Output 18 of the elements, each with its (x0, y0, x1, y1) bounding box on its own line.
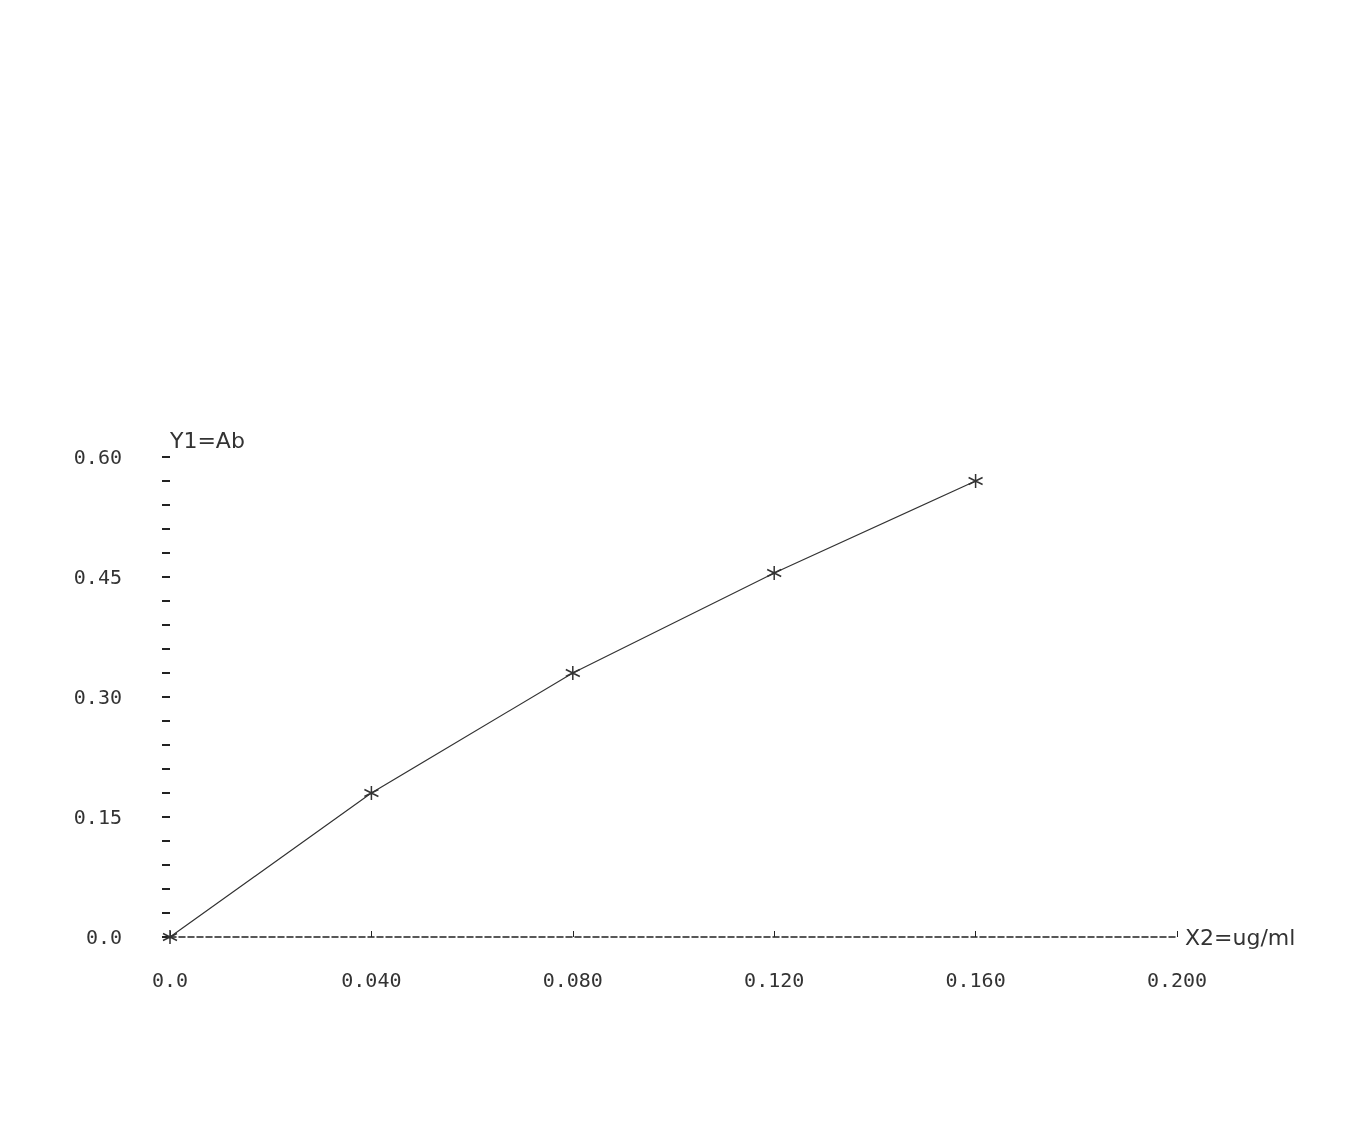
y-axis-title: Y1=Ab (169, 427, 245, 453)
x-axis-title: X2=ug/ml (1185, 924, 1296, 950)
point (565, 665, 581, 681)
x-tick-label: 0.160 (945, 968, 1006, 992)
y-tick-label: 0.45 (73, 565, 122, 589)
point (967, 473, 984, 489)
x-tick-label: 0.120 (744, 968, 805, 992)
y-tick-label: 0.30 (73, 685, 122, 709)
point (363, 785, 380, 801)
x-tick-label: 0.040 (341, 968, 402, 992)
x-tick-label: 0.200 (1146, 968, 1208, 992)
y-tick-label: 0.15 (73, 805, 122, 829)
x-tick-label: 0.080 (542, 968, 603, 992)
x-tick-label: 0.0 (151, 968, 189, 992)
y-tick-label: 0.60 (73, 445, 122, 469)
point (766, 565, 782, 581)
point (162, 929, 178, 945)
y-tick-label: 0.0 (85, 925, 122, 949)
